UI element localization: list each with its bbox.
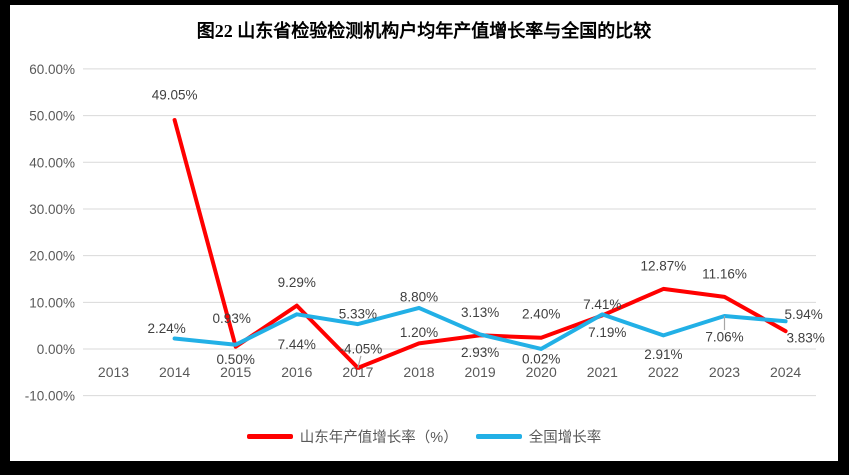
data-label: 2.93% — [461, 345, 499, 360]
x-axis-tick-label: 2020 — [526, 364, 557, 380]
data-label: 49.05% — [152, 88, 198, 103]
data-label: 0.50% — [217, 352, 255, 367]
data-label: 5.33% — [339, 307, 377, 322]
chart-canvas: 图22 山东省检验检测机构户均年产值增长率与全国的比较 -10.00% 0.00%… — [10, 5, 838, 461]
data-label: 9.29% — [278, 275, 316, 290]
x-axis-tick-label: 2018 — [403, 364, 434, 380]
legend-item-shandong: 山东年产值增长率（%） — [246, 426, 458, 447]
legend-label-national: 全国增长率 — [528, 430, 602, 446]
data-label: 7.44% — [278, 337, 316, 352]
data-label: 3.83% — [786, 331, 824, 346]
x-axis-tick-label: 2024 — [770, 364, 801, 380]
x-axis-tick-label: 2021 — [587, 364, 618, 380]
data-label: 3.13% — [461, 305, 499, 320]
data-label: 12.87% — [641, 258, 687, 273]
x-axis-tick-label: 2022 — [648, 364, 679, 380]
data-label: 0.93% — [213, 311, 251, 326]
legend-swatch-national-icon — [475, 434, 522, 439]
x-axis-tick-label: 2019 — [465, 364, 496, 380]
y-axis-tick-label: 0.00% — [37, 342, 75, 357]
data-label: 2.40% — [522, 306, 560, 321]
legend-label-shandong: 山东年产值增长率（%） — [299, 430, 458, 446]
data-label: 0.02% — [522, 351, 560, 366]
data-label: 2.91% — [644, 347, 682, 362]
y-axis-tick-label: 10.00% — [29, 295, 75, 310]
x-axis-tick-label: 2017 — [342, 364, 373, 380]
y-axis-tick-label: 50.00% — [29, 109, 75, 124]
x-axis-tick-label: 2013 — [98, 364, 129, 380]
x-axis-tick-label: 2014 — [159, 364, 190, 380]
data-label: 7.06% — [705, 330, 743, 345]
legend-item-national: 全国增长率 — [475, 426, 602, 447]
series-line-national — [172, 305, 788, 351]
chart-title: 图22 山东省检验检测机构户均年产值增长率与全国的比较 — [196, 21, 652, 41]
y-axis-tick-label: -10.00% — [25, 389, 75, 404]
data-label: 7.19% — [588, 325, 626, 340]
x-axis-tick-label: 2015 — [220, 364, 251, 380]
x-axis-tick-label: 2016 — [281, 364, 312, 380]
label-leader-line — [357, 355, 362, 369]
x-axis-tick-label: 2023 — [709, 364, 740, 380]
plot-area: -10.00% 0.00% 10.00% 20.00% 30.00% 40.00% 50.0… — [25, 62, 825, 404]
y-axis-tick-label: 60.00% — [29, 62, 75, 77]
data-label: 11.16% — [702, 266, 747, 281]
data-label: 5.94% — [784, 307, 822, 322]
y-axis-tick-label: 30.00% — [29, 202, 75, 217]
data-label: -4.05% — [340, 341, 383, 356]
y-axis-tick-label: 40.00% — [29, 155, 75, 170]
data-label: 2.24% — [147, 321, 185, 336]
data-label: 7.41% — [583, 297, 621, 312]
y-axis-tick-label: 20.00% — [29, 249, 75, 264]
data-label: 8.80% — [400, 289, 438, 304]
legend: 山东年产值增长率（%） 全国增长率 — [10, 426, 838, 447]
legend-swatch-shandong-icon — [246, 434, 293, 439]
data-label: 1.20% — [400, 325, 438, 340]
